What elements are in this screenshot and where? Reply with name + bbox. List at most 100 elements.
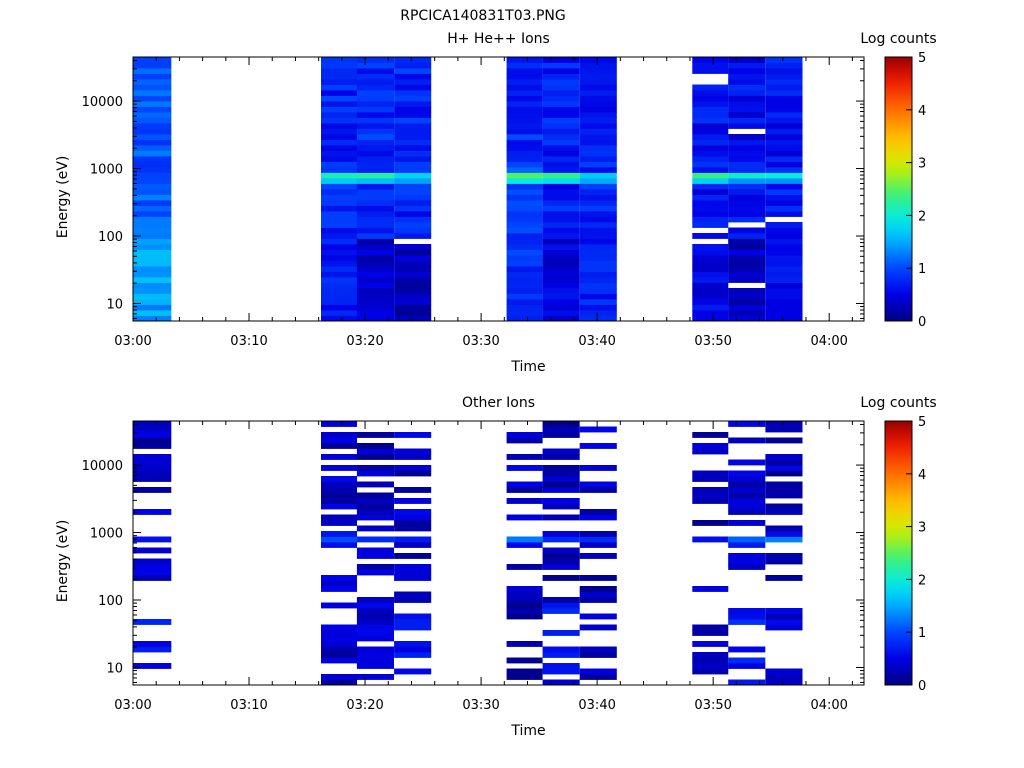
heatmap-cell — [133, 68, 172, 74]
heatmap-cell — [765, 150, 803, 157]
heatmap-cell — [728, 205, 766, 212]
heatmap-cell — [394, 465, 432, 471]
heatmap-cell — [321, 282, 357, 289]
heatmap-cell — [728, 663, 766, 669]
heatmap-cell — [321, 421, 357, 427]
heatmap-cell — [542, 465, 580, 471]
heatmap-cell — [356, 216, 394, 223]
heatmap-cell — [579, 128, 617, 135]
heatmap-cell — [765, 509, 803, 515]
heatmap-cell — [133, 172, 172, 179]
heatmap-cell — [356, 57, 394, 63]
heatmap-cell — [765, 128, 803, 135]
heatmap-cell — [542, 117, 580, 124]
heatmap-cell — [728, 156, 766, 162]
heatmap-cell — [506, 597, 543, 603]
y-tick-label: 10 — [106, 661, 123, 676]
heatmap-cell — [579, 249, 617, 256]
heatmap-cell — [506, 189, 543, 195]
heatmap-cell — [542, 227, 580, 234]
heatmap-cell — [728, 244, 766, 250]
heatmap-cell — [542, 178, 580, 184]
heatmap-cell — [394, 525, 432, 532]
heatmap-cell — [692, 216, 729, 223]
heatmap-cell — [133, 183, 172, 190]
heatmap-cell — [765, 459, 803, 466]
heatmap-cell — [542, 189, 580, 195]
heatmap-cell — [542, 112, 580, 118]
heatmap-cell — [542, 288, 580, 294]
heatmap-cell — [356, 222, 394, 228]
heatmap-cell — [321, 304, 357, 311]
heatmap-cell — [506, 310, 543, 316]
heatmap-cell — [728, 509, 766, 515]
heatmap-cell — [579, 194, 617, 201]
heatmap-cell — [394, 619, 432, 625]
heatmap-cell — [506, 200, 543, 206]
heatmap-cell — [356, 547, 394, 554]
heatmap-cell — [506, 315, 543, 322]
y-axis-label: Energy (eV) — [55, 156, 71, 239]
heatmap-cell — [356, 112, 394, 118]
heatmap-cell — [542, 487, 580, 493]
heatmap-cell — [506, 266, 543, 272]
heatmap-cell — [394, 145, 432, 151]
heatmap-cell — [321, 233, 357, 239]
heatmap-cell — [133, 112, 172, 118]
heatmap-cell — [321, 161, 357, 168]
heatmap-cell — [356, 652, 394, 658]
heatmap-cell — [728, 304, 766, 311]
heatmap-cell — [394, 189, 432, 195]
heatmap-cell — [321, 194, 357, 201]
x-tick-label: 03:00 — [114, 334, 151, 349]
heatmap-cell — [692, 128, 729, 135]
heatmap-cell — [728, 233, 766, 239]
heatmap-cell — [542, 564, 580, 570]
heatmap-cell — [506, 211, 543, 217]
heatmap-cell — [356, 211, 394, 217]
heatmap-cell — [321, 134, 357, 140]
heatmap-cell — [579, 613, 617, 620]
heatmap-cell — [542, 553, 580, 559]
heatmap-cell — [579, 244, 617, 250]
heatmap-cell — [321, 95, 357, 102]
heatmap-cell — [765, 426, 803, 433]
heatmap-cell — [542, 315, 580, 322]
colorbar-tick-label: 0 — [918, 679, 926, 694]
heatmap-cell — [394, 227, 432, 234]
colorbar-tick-label: 4 — [918, 468, 926, 483]
heatmap-cell — [579, 310, 617, 316]
heatmap-cell — [506, 139, 543, 146]
heatmap-cell — [542, 123, 580, 129]
heatmap-cell — [765, 117, 803, 124]
heatmap-cell — [692, 57, 729, 63]
heatmap-cell — [506, 498, 543, 504]
heatmap-cell — [321, 101, 357, 107]
heatmap-cell — [356, 608, 394, 614]
heatmap-cell — [542, 476, 580, 482]
heatmap-cell — [394, 432, 432, 438]
figure-title: RPCICA140831T03.PNG — [400, 8, 565, 24]
heatmap-cell — [394, 293, 432, 300]
heatmap-cell — [765, 112, 803, 118]
heatmap-cell — [506, 454, 543, 460]
heatmap-cell — [506, 536, 543, 543]
heatmap-cell — [692, 293, 729, 300]
heatmap-cell — [728, 277, 766, 283]
heatmap-cell — [542, 106, 580, 113]
heatmap-cell — [506, 608, 543, 614]
heatmap-cell — [356, 106, 394, 113]
heatmap-cell — [542, 260, 580, 267]
heatmap-cell — [579, 624, 617, 631]
heatmap-cell — [579, 227, 617, 234]
colorbar-tick-label: 1 — [918, 262, 926, 277]
heatmap-cell — [321, 205, 357, 212]
colorbar-tick-label: 2 — [918, 573, 926, 588]
heatmap-cell — [765, 84, 803, 91]
heatmap-cell — [506, 465, 543, 471]
heatmap-cell — [321, 432, 357, 438]
heatmap-cell — [692, 117, 729, 124]
heatmap-cell — [579, 652, 617, 658]
heatmap-cell — [579, 222, 617, 228]
